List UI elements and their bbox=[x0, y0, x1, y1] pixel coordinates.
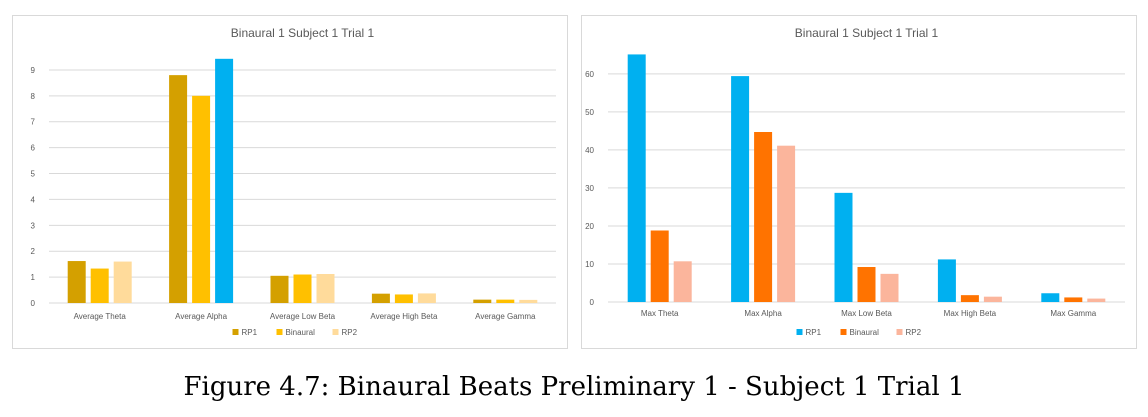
y-tick-label: 10 bbox=[585, 260, 594, 269]
legend-label-rp1: RP1 bbox=[806, 328, 822, 337]
bar-binaural-1 bbox=[192, 95, 211, 303]
bar-binaural-3 bbox=[960, 295, 979, 302]
figure-caption: Figure 4.7: Binaural Beats Preliminary 1… bbox=[183, 372, 965, 402]
bar-binaural-3 bbox=[394, 294, 413, 303]
x-tick-label: Max Low Beta bbox=[841, 309, 892, 318]
bar-rp2-0 bbox=[113, 261, 132, 303]
bar-rp1-0 bbox=[67, 261, 86, 303]
y-tick-label: 0 bbox=[31, 299, 36, 308]
x-tick-label: Average Theta bbox=[74, 312, 127, 321]
bar-rp2-4 bbox=[1087, 298, 1106, 302]
legend-swatch-rp2 bbox=[332, 329, 339, 335]
bar-rp1-3 bbox=[371, 293, 390, 303]
chart-left: Binaural 1 Subject 1 Trial 1 0 1 2 3 4 5 6 7 8 9 Av… bbox=[31, 26, 556, 337]
bar-rp1-3 bbox=[937, 259, 956, 302]
bar-binaural-2 bbox=[293, 274, 312, 303]
bar-rp2-2 bbox=[880, 273, 899, 302]
bar-rp1-2 bbox=[834, 192, 853, 302]
legend-label-rp1: RP1 bbox=[242, 328, 258, 337]
y-tick-label: 2 bbox=[31, 247, 36, 256]
bar-rp2-0 bbox=[673, 261, 692, 302]
y-tick-label: 3 bbox=[31, 221, 36, 230]
y-tick-label: 0 bbox=[590, 298, 595, 307]
bar-rp1-4 bbox=[1041, 293, 1060, 302]
chart-right: Binaural 1 Subject 1 Trial 1 0 10 20 30 40 50 6… bbox=[585, 26, 1125, 337]
legend-label-binaural: Binaural bbox=[286, 328, 316, 337]
x-tick-label: Average Low Beta bbox=[270, 312, 336, 321]
x-tick-label: Max Theta bbox=[641, 309, 679, 318]
y-tick-label: 50 bbox=[585, 108, 594, 117]
bar-rp1-1 bbox=[169, 75, 188, 303]
x-tick-label: Average Gamma bbox=[475, 312, 536, 321]
x-tick-label: Max Gamma bbox=[1050, 309, 1096, 318]
bar-rp2-3 bbox=[983, 296, 1002, 302]
legend-swatch-rp1 bbox=[796, 329, 803, 335]
y-tick-label: 60 bbox=[585, 70, 594, 79]
bar-rp2-1 bbox=[215, 58, 234, 304]
x-tick-label: Max High Beta bbox=[944, 309, 997, 318]
legend-label-rp2: RP2 bbox=[342, 328, 358, 337]
bar-rp1-1 bbox=[731, 76, 750, 302]
bar-binaural-4 bbox=[496, 299, 515, 303]
bar-rp1-0 bbox=[627, 54, 646, 302]
legend-label-binaural: Binaural bbox=[850, 328, 880, 337]
bar-binaural-4 bbox=[1064, 297, 1083, 302]
x-tick-label: Average High Beta bbox=[370, 312, 438, 321]
bar-binaural-0 bbox=[650, 230, 669, 302]
x-tick-label: Average Alpha bbox=[175, 312, 227, 321]
x-tick-label: Max Alpha bbox=[744, 309, 782, 318]
y-tick-label: 40 bbox=[585, 146, 594, 155]
y-tick-label: 7 bbox=[31, 118, 36, 127]
chart-title: Binaural 1 Subject 1 Trial 1 bbox=[231, 26, 375, 40]
legend-swatch-rp1 bbox=[232, 329, 239, 335]
bar-binaural-1 bbox=[754, 132, 773, 302]
chart-panel-left: Binaural 1 Subject 1 Trial 1 0 1 2 3 4 5 6 7 8 9 Av… bbox=[12, 15, 568, 349]
bar-binaural-2 bbox=[857, 267, 876, 302]
bar-rp2-4 bbox=[519, 299, 538, 303]
legend-label-rp2: RP2 bbox=[906, 328, 922, 337]
y-tick-label: 6 bbox=[31, 144, 36, 153]
bar-rp1-2 bbox=[270, 275, 289, 303]
bar-rp2-2 bbox=[316, 273, 335, 303]
y-tick-label: 9 bbox=[31, 66, 36, 75]
y-tick-label: 1 bbox=[31, 273, 36, 282]
y-tick-label: 8 bbox=[31, 92, 36, 101]
y-tick-label: 5 bbox=[31, 170, 36, 179]
bar-binaural-0 bbox=[90, 268, 109, 303]
legend-swatch-binaural bbox=[276, 329, 283, 335]
legend-swatch-rp2 bbox=[896, 329, 903, 335]
bar-rp2-3 bbox=[417, 293, 436, 303]
y-tick-label: 20 bbox=[585, 222, 594, 231]
chart-title: Binaural 1 Subject 1 Trial 1 bbox=[795, 26, 939, 40]
y-tick-label: 30 bbox=[585, 184, 594, 193]
y-tick-label: 4 bbox=[31, 195, 36, 204]
bar-rp2-1 bbox=[777, 145, 796, 302]
bar-rp1-4 bbox=[473, 299, 492, 303]
chart-panel-right: Binaural 1 Subject 1 Trial 1 0 10 20 30 40 50 6… bbox=[581, 15, 1137, 349]
legend-swatch-binaural bbox=[840, 329, 847, 335]
